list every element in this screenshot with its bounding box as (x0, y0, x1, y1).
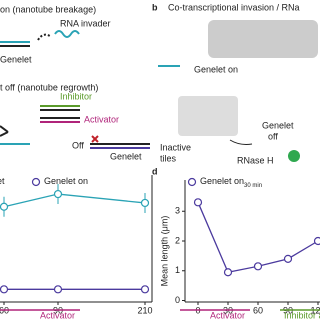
point (0, 285, 9, 294)
point (283, 254, 293, 263)
legend-marker (187, 177, 197, 187)
legend-label: Genelet on (44, 176, 88, 186)
label: tiles (160, 153, 177, 163)
y-axis-label: Mean length (μm) (159, 216, 169, 287)
series-line (197, 202, 319, 273)
label: Inhibitor (60, 91, 92, 101)
label: Genelet (110, 151, 142, 161)
annotation: Inhibitor a (284, 310, 320, 320)
panel-a-art (0, 30, 150, 149)
caption: Co-transcriptional invasion / RNa (168, 2, 300, 12)
x-tick-label: 210 (137, 305, 152, 315)
legend-name: enelet (0, 176, 5, 186)
legend-name: Genelet on (44, 176, 88, 186)
x-tick-label: 60 (253, 305, 263, 315)
point (140, 285, 150, 294)
point (53, 285, 63, 294)
legend-name: Genelet on (200, 176, 244, 186)
panel-b-art (158, 20, 318, 162)
label: Genelet (262, 120, 294, 130)
label: Inactive (160, 142, 191, 152)
y-tick-label: 0 (175, 295, 180, 305)
label: RNase H (237, 155, 274, 165)
label: RNA invader (60, 18, 111, 28)
point (253, 262, 263, 271)
point (140, 198, 150, 208)
point (0, 202, 9, 211)
label: off (268, 131, 278, 141)
caption: t off (nanotube regrowth) (0, 82, 98, 92)
label: Off (72, 140, 84, 150)
legend-label: enelet (0, 176, 5, 186)
panel-letter: b (152, 2, 158, 12)
annotation: Activator (40, 310, 75, 320)
y-tick-label: 3 (175, 206, 180, 216)
legend-marker (31, 177, 41, 187)
point (193, 198, 203, 207)
y-tick-label: 2 (175, 235, 180, 245)
panel-letter: d (152, 166, 158, 176)
series-line (3, 193, 146, 208)
label: Genelet on (194, 64, 238, 74)
y-tick-label: 1 (175, 265, 180, 275)
caption: on (nanotube breakage) (0, 4, 96, 14)
legend-subscript: 30 min (244, 183, 262, 189)
point (223, 268, 233, 277)
legend-label: Genelet on30 min (200, 176, 262, 188)
annotation: Activator (210, 310, 245, 320)
point (313, 236, 320, 246)
label: Activator (84, 114, 119, 124)
label: Genelet (0, 54, 32, 64)
point (53, 189, 63, 199)
